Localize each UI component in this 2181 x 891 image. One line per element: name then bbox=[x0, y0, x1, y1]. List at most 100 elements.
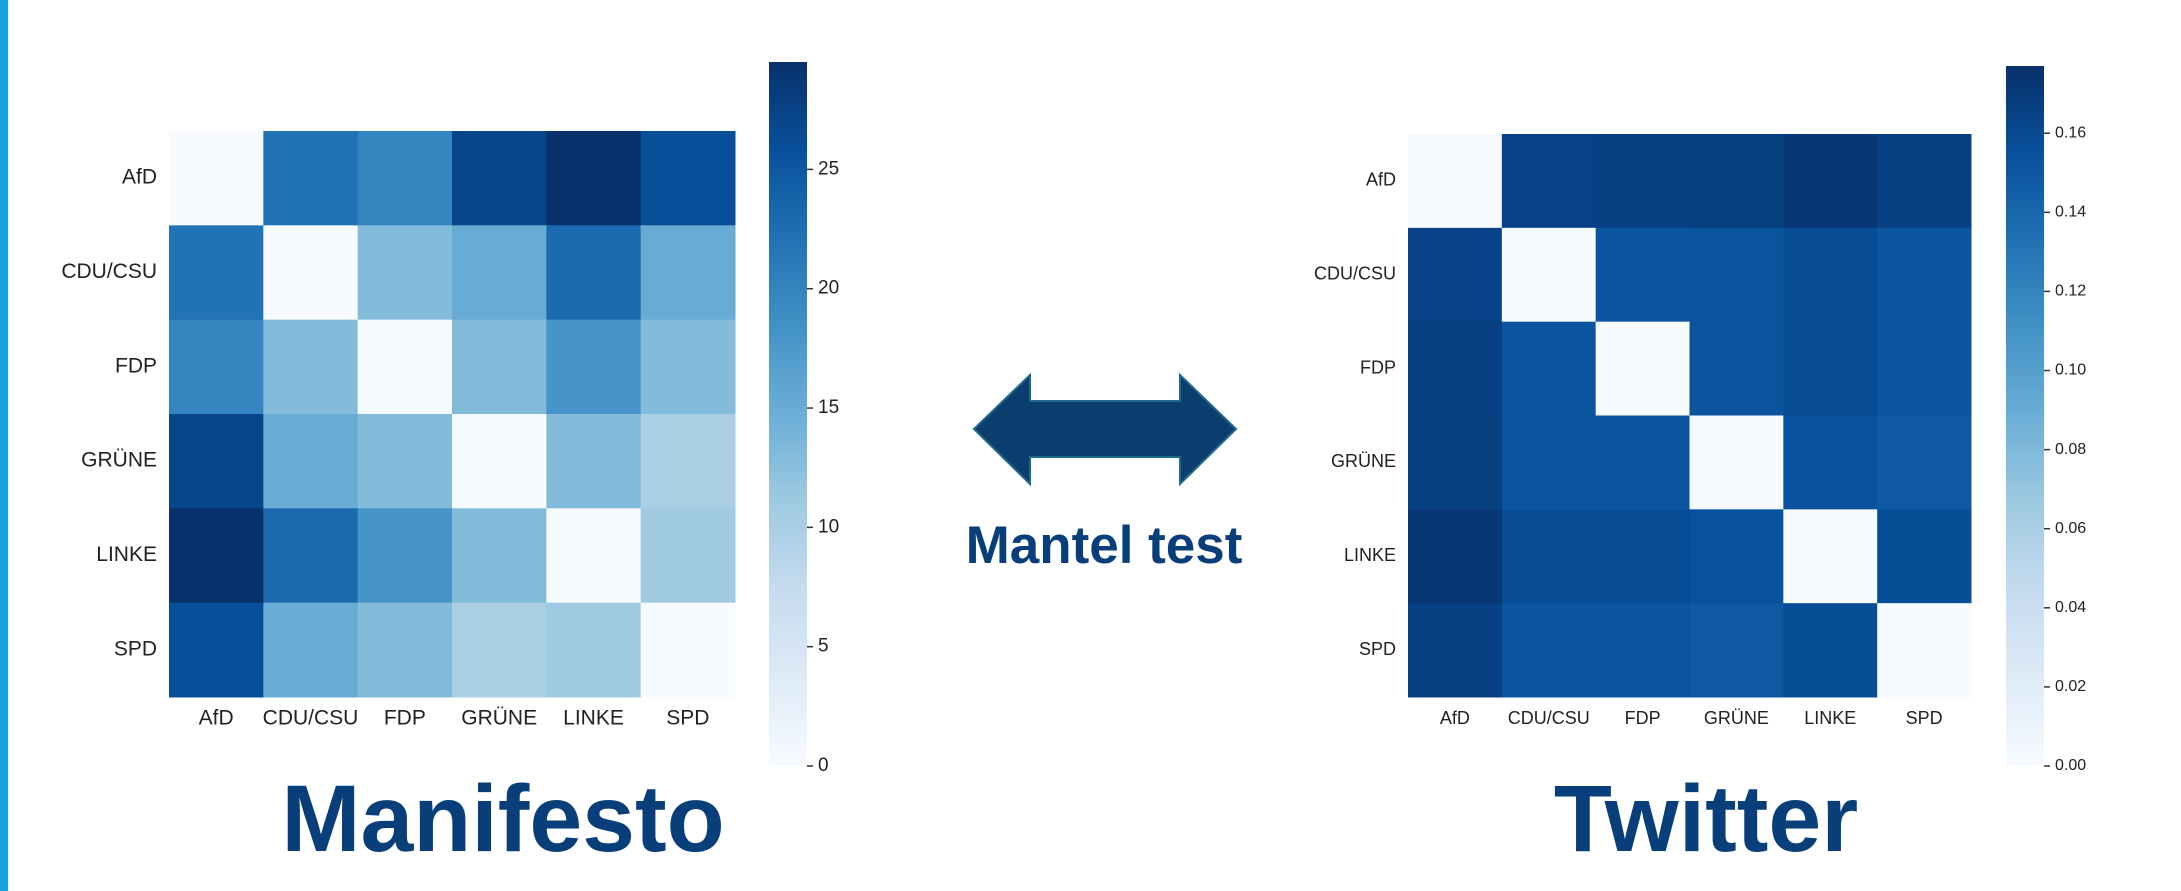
heatmap-cell bbox=[357, 131, 453, 226]
colorbar-tick-label: 15 bbox=[818, 397, 839, 418]
x-tick-label: FDP bbox=[384, 707, 426, 730]
heatmap-cell bbox=[357, 319, 453, 415]
heatmap-cell bbox=[1783, 321, 1878, 416]
heatmap-cell bbox=[452, 225, 547, 321]
double-arrow bbox=[972, 372, 1238, 487]
x-tick-label: SPD bbox=[666, 707, 709, 730]
y-tick-label: FDP bbox=[115, 354, 157, 377]
heatmap-cell bbox=[640, 602, 736, 698]
heatmap-cell bbox=[1595, 509, 1690, 604]
heatmap-cell bbox=[1408, 415, 1503, 510]
heatmap-cell bbox=[169, 602, 264, 698]
heatmap-cell bbox=[1501, 509, 1597, 604]
x-tick-label: AfD bbox=[199, 707, 234, 730]
heatmap-cell bbox=[1689, 415, 1784, 510]
heatmap-cell bbox=[357, 602, 453, 698]
heatmap-cell bbox=[1408, 603, 1503, 698]
heatmap-cell bbox=[263, 319, 359, 415]
annotation: Mantel test bbox=[966, 516, 1243, 575]
y-tick-label: FDP bbox=[1360, 357, 1396, 377]
y-tick-label: SPD bbox=[1359, 639, 1396, 659]
heatmap-cell bbox=[1877, 603, 1972, 698]
heatmap-cell bbox=[1501, 227, 1597, 323]
heatmap-cell bbox=[1501, 321, 1597, 416]
colorbar-tick-label: 10 bbox=[818, 516, 839, 537]
y-tick-label: LINKE bbox=[96, 543, 157, 566]
y-tick-label: AfD bbox=[122, 166, 157, 189]
heatmap-cell bbox=[263, 508, 359, 604]
heatmap-cell bbox=[1783, 415, 1878, 510]
colorbar-tick-label: 20 bbox=[818, 278, 839, 299]
heatmap-cell bbox=[452, 602, 547, 698]
heatmap-cell bbox=[546, 602, 642, 698]
y-tick-label: SPD bbox=[114, 637, 157, 660]
heatmap-cell bbox=[1783, 509, 1878, 604]
heatmap-cell bbox=[169, 508, 264, 604]
heatmap-cell bbox=[1408, 134, 1503, 229]
colorbar bbox=[769, 62, 807, 766]
heatmap-cell bbox=[452, 319, 547, 415]
colorbar-tick-label: 5 bbox=[818, 636, 829, 657]
heatmap-cell bbox=[1595, 227, 1690, 323]
heatmap-cell bbox=[546, 508, 642, 604]
heatmap-cell bbox=[1501, 134, 1597, 229]
y-tick-label: GRÜNE bbox=[81, 449, 157, 472]
colorbar-tick-label: 0.12 bbox=[2055, 283, 2086, 300]
y-tick-label: CDU/CSU bbox=[1314, 264, 1396, 284]
heatmap-cell bbox=[1595, 415, 1690, 510]
x-tick-label: GRÜNE bbox=[461, 707, 537, 730]
heatmap-cell bbox=[452, 131, 547, 226]
heatmap-cell bbox=[1595, 603, 1690, 698]
heatmap-cell bbox=[1689, 227, 1784, 323]
heatmap-cell bbox=[169, 131, 264, 226]
heatmap-cell bbox=[1783, 134, 1878, 229]
colorbar-tick-label: 0.02 bbox=[2055, 678, 2086, 695]
heatmap-cell bbox=[357, 225, 453, 321]
heatmap-cell bbox=[1408, 227, 1503, 323]
heatmap-cell bbox=[1877, 321, 1972, 416]
heatmap-cell bbox=[1689, 603, 1784, 698]
heatmap-cell bbox=[1877, 227, 1972, 323]
x-tick-label: CDU/CSU bbox=[1508, 708, 1590, 728]
heatmap-cell bbox=[1595, 134, 1690, 229]
heatmap-cell bbox=[357, 414, 453, 509]
x-tick-label: CDU/CSU bbox=[263, 707, 359, 730]
side-border bbox=[0, 0, 8, 891]
heatmap-cell bbox=[1783, 603, 1878, 698]
chart-title: Twitter bbox=[1554, 766, 1858, 872]
colorbar-tick-label: 0 bbox=[818, 755, 829, 776]
heatmap-cell bbox=[263, 602, 359, 698]
heatmap-cell bbox=[640, 414, 736, 509]
heatmap-cell bbox=[546, 131, 642, 226]
heatmap-cell bbox=[263, 414, 359, 509]
x-tick-label: AfD bbox=[1440, 708, 1470, 728]
heatmap-cell bbox=[640, 225, 736, 321]
heatmap-cell bbox=[357, 508, 453, 604]
y-tick-label: GRÜNE bbox=[1331, 451, 1396, 471]
x-tick-label: SPD bbox=[1906, 708, 1943, 728]
heatmap-cell bbox=[1408, 509, 1503, 604]
heatmap-cell bbox=[1783, 227, 1878, 323]
heatmap-cell bbox=[169, 225, 264, 321]
chart-title: Manifesto bbox=[281, 766, 724, 872]
heatmap-cell bbox=[640, 131, 736, 226]
heatmap-cell bbox=[452, 414, 547, 509]
colorbar-tick-label: 0.04 bbox=[2055, 599, 2086, 616]
heatmap-cell bbox=[546, 225, 642, 321]
x-tick-label: LINKE bbox=[1804, 708, 1856, 728]
heatmap-cell bbox=[1501, 415, 1597, 510]
colorbar-tick-label: 0.16 bbox=[2055, 124, 2086, 141]
heatmap-cell bbox=[640, 508, 736, 604]
heatmap-cell bbox=[1877, 134, 1972, 229]
heatmap-cell bbox=[546, 414, 642, 509]
colorbar-tick-label: 0.00 bbox=[2055, 757, 2086, 774]
heatmap-cell bbox=[263, 225, 359, 321]
heatmap-cell bbox=[1877, 415, 1972, 510]
x-tick-label: FDP bbox=[1625, 708, 1661, 728]
heatmap-cell bbox=[263, 131, 359, 226]
heatmap-cell bbox=[169, 319, 264, 415]
heatmap-cell bbox=[452, 508, 547, 604]
colorbar-tick-label: 0.08 bbox=[2055, 441, 2086, 458]
y-tick-label: CDU/CSU bbox=[61, 260, 157, 283]
